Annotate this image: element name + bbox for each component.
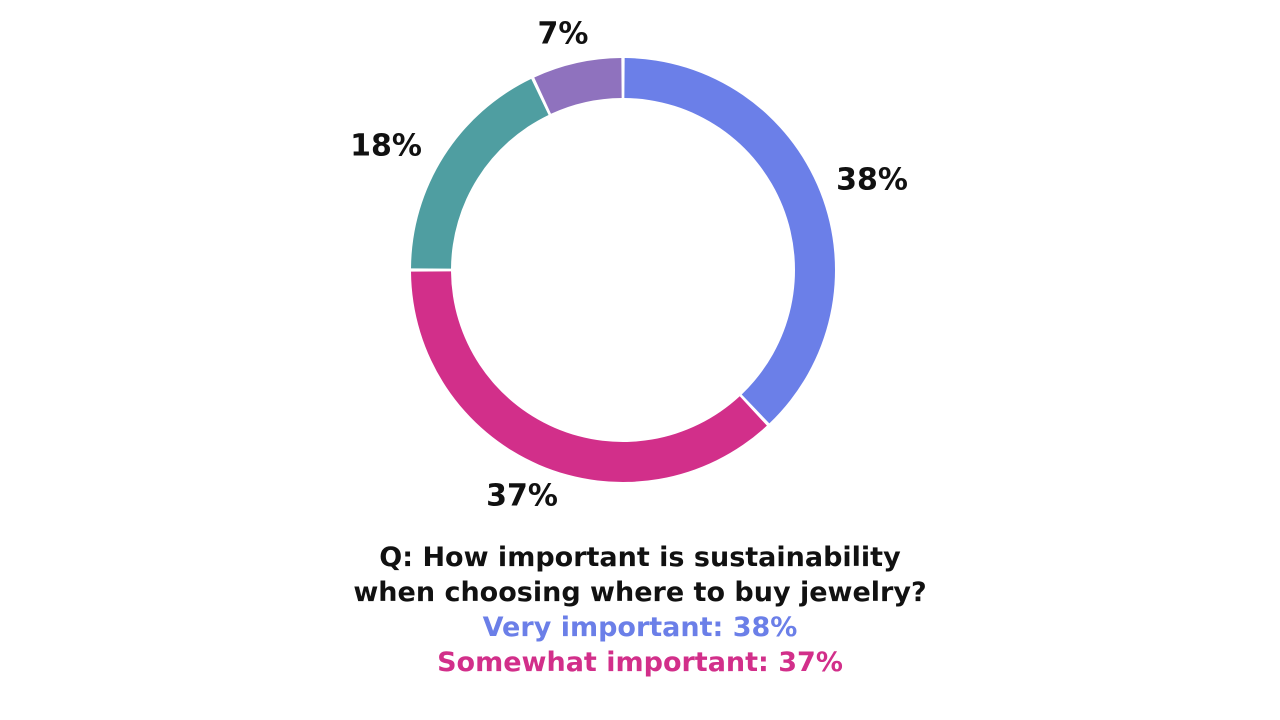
- slice-label-4: 7%: [538, 17, 589, 52]
- question-line-2: when choosing where to buy jewelry?: [353, 577, 927, 608]
- slice-4: [534, 58, 622, 114]
- slice-label-1: 38%: [836, 163, 908, 198]
- very-important-line: Very important: 38%: [482, 612, 798, 643]
- slice-label-3: 18%: [350, 129, 422, 164]
- slice-labels: 38% 37% 18% 7%: [350, 17, 908, 514]
- slice-1: [624, 58, 836, 424]
- chart-caption: Q: How important is sustainability when …: [0, 540, 1280, 680]
- slice-label-2: 37%: [486, 479, 558, 514]
- somewhat-important-line: Somewhat important: 37%: [437, 647, 843, 678]
- slice-2: [411, 271, 767, 482]
- slice-3: [411, 78, 549, 269]
- donut-slices: [411, 58, 836, 482]
- question-line-1: Q: How important is sustainability: [379, 542, 901, 573]
